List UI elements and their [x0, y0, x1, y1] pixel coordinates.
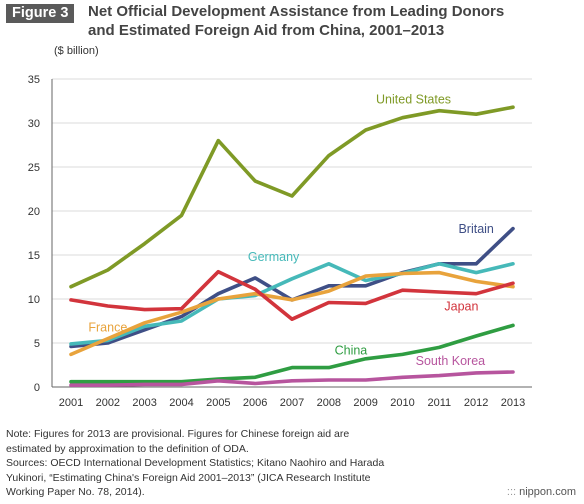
- brand-mark[interactable]: ::: nippon.com: [507, 486, 576, 498]
- chart-title: Net Official Development Assistance from…: [88, 2, 578, 40]
- x-tick-label: 2002: [96, 397, 120, 409]
- note-line: estimated by approximation to the defini…: [6, 442, 249, 455]
- y-tick-label: 20: [28, 206, 40, 218]
- y-tick-label: 35: [28, 74, 40, 86]
- x-tick-label: 2007: [280, 397, 304, 409]
- source-line: Working Paper No. 78, 2014).: [6, 486, 145, 498]
- y-axis-label: ($ billion): [54, 45, 99, 57]
- series-label-britain: Britain: [458, 222, 493, 236]
- x-tick-label: 2006: [243, 397, 267, 409]
- x-tick-label: 2008: [317, 397, 341, 409]
- series-label-china: China: [335, 343, 368, 357]
- y-tick-label: 25: [28, 162, 40, 174]
- y-tick-label: 10: [28, 294, 40, 306]
- series-label-south-korea: South Korea: [416, 354, 486, 368]
- series-line-china: [69, 323, 515, 384]
- line-chart: ($ billion) 0 5 10 15 20 25 30 35 2001 2002 2003 200…: [28, 45, 532, 409]
- brand-text: nippon.com: [519, 486, 576, 498]
- y-tick-label: 30: [28, 118, 40, 130]
- y-tick-label: 0: [34, 382, 40, 394]
- y-tick-label: 15: [28, 250, 40, 262]
- chart-title-line-2: and Estimated Foreign Aid from China, 20…: [88, 22, 445, 39]
- chart-notes: Note: Figures for 2013 are provisional. …: [6, 427, 566, 500]
- figure-badge: Figure 3: [6, 4, 75, 23]
- series-label-germany: Germany: [248, 250, 300, 264]
- series-line-germany: [69, 262, 515, 346]
- x-tick-label: 2005: [206, 397, 230, 409]
- y-tick-label: 5: [34, 338, 40, 350]
- series-label-france: France: [88, 321, 127, 335]
- chart-header: Figure 3 Net Official Development Assist…: [6, 2, 578, 42]
- x-tick-label: 2013: [501, 397, 525, 409]
- x-tick-label: 2009: [353, 397, 377, 409]
- x-tick-label: 2004: [169, 397, 193, 409]
- x-tick-label: 2012: [464, 397, 488, 409]
- chart-title-line-1: Net Official Development Assistance from…: [88, 3, 505, 20]
- series-line-united-states: [69, 105, 515, 289]
- note-line: Note: Figures for 2013 are provisional. …: [6, 428, 350, 440]
- brand-dots-icon: :::: [506, 486, 517, 498]
- series-line-south-korea: [69, 370, 515, 388]
- source-line: Sources: OECD International Development …: [6, 457, 385, 469]
- series-line-france: [69, 270, 515, 357]
- source-line: Yukinori, “Estimating China's Foreign Ai…: [6, 471, 371, 484]
- x-tick-label: 2011: [428, 397, 452, 409]
- x-tick-label: 2003: [132, 397, 156, 409]
- x-tick-label: 2001: [59, 397, 83, 409]
- x-tick-label: 2010: [390, 397, 414, 409]
- series-label-united-states: United States: [376, 93, 451, 107]
- series-line-japan: [69, 269, 515, 322]
- series-label-japan: Japan: [444, 299, 478, 313]
